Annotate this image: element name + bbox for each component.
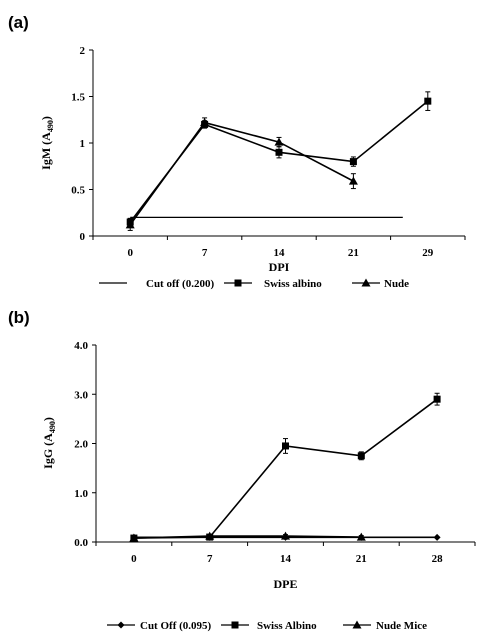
x-axis-title: DPI [269,260,290,274]
data-point [356,532,366,541]
data-point [281,531,290,540]
data-point [282,442,289,450]
legend-marker [352,620,362,629]
x-axis-title: DPE [274,577,298,591]
y-tick-label: 0.0 [74,537,88,549]
legend-marker [361,278,371,287]
series-line [129,121,354,226]
legend-label: Swiss Albino [257,620,317,632]
data-point [125,220,135,229]
legend: Cut Off (0.095) Swiss Albino Nude Mice [107,620,427,632]
data-point [129,533,139,542]
x-tick-label: 28 [432,553,444,565]
y-axis-title-subscript: 490 [46,120,55,132]
legend-marker [231,621,239,629]
series [125,117,358,231]
legend-marker [117,621,125,629]
series [126,91,432,227]
y-tick-label: 2.0 [74,439,88,451]
legend-label: Swiss albino [264,278,322,290]
panel-label: (a) [8,13,29,32]
data-point [349,158,357,166]
y-axis-title-close: ) [41,417,55,421]
data-point [433,533,441,541]
x-tick-label: 29 [422,247,434,259]
series-line [129,100,429,223]
x-tick-label: 7 [202,247,208,259]
x-tick-label: 7 [207,553,213,565]
x-tick-label: 0 [131,553,137,565]
y-tick-label: 3.0 [74,389,88,401]
series [129,531,366,542]
series [130,392,441,542]
data-point [348,176,358,185]
y-tick-label: 0 [80,231,86,243]
x-tick-label: 21 [348,247,359,259]
y-axis-title-main: IgG (A [41,433,55,469]
data-point [275,148,283,156]
y-tick-label: 0.5 [71,185,85,197]
panel-label: (b) [8,308,30,327]
chart-panel: (b) 0.0 1.0 2.0 3.0 4.0 0 7 14 21 28 DPE IgG (A490) C… [8,308,476,632]
y-axis-title: IgG (A490) [41,417,57,469]
legend-label: Cut off (0.200) [146,278,214,290]
y-axis-title: IgM (A490) [39,116,55,170]
x-tick-label: 0 [127,247,133,259]
data-point [433,395,441,403]
data-point [205,531,215,540]
y-axis-title-subscript: 490 [48,421,57,433]
legend-label: Nude Mice [376,620,427,632]
data-point [200,118,210,127]
data-point [357,452,365,460]
data-point [274,137,284,146]
y-tick-label: 1 [80,138,86,150]
x-tick-label: 14 [274,247,286,259]
legend-label: Nude [384,278,409,290]
chart-panel: (a) 0 0.5 1 1.5 2 0 7 14 21 29 DPI IgM (A490) Cut off… [8,13,466,290]
y-axis-title-close: ) [39,116,53,120]
y-tick-label: 1.0 [74,488,88,500]
data-point [424,97,432,105]
legend-marker [234,279,242,287]
y-tick-label: 1.5 [71,92,85,104]
y-tick-label: 4.0 [74,340,88,352]
x-tick-label: 14 [280,553,292,565]
series-line [133,535,362,539]
legend-label: Cut Off (0.095) [140,620,212,632]
legend: Cut off (0.200) Swiss albino Nude [99,278,409,290]
x-tick-label: 21 [356,553,367,565]
series-line [133,398,438,539]
y-tick-label: 2 [80,45,86,57]
y-axis-title-main: IgM (A [39,132,53,170]
